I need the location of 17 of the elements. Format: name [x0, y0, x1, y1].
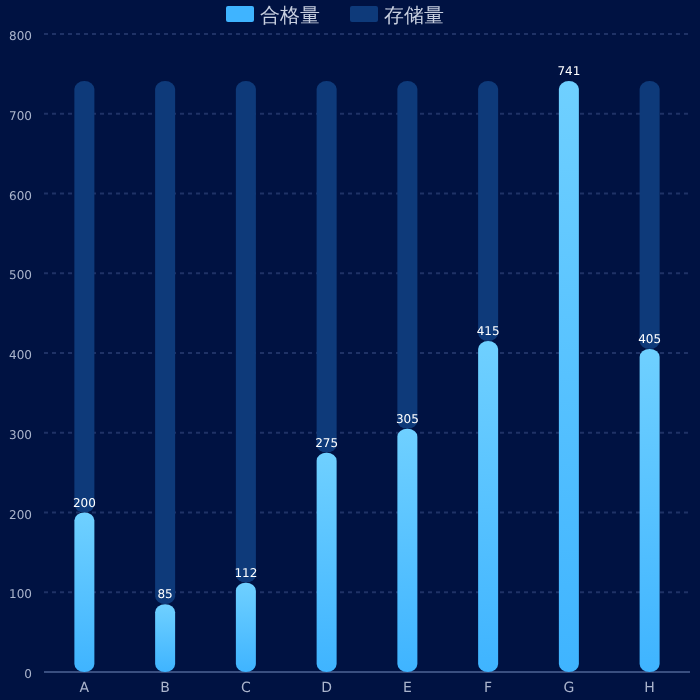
- bar: [478, 81, 499, 342]
- bar: [74, 512, 95, 672]
- bar: [397, 81, 418, 429]
- bar: [235, 582, 256, 672]
- bar: [316, 81, 337, 453]
- bar: [639, 81, 660, 350]
- bar: [155, 604, 176, 672]
- legend-label: 存储量: [384, 4, 444, 28]
- bar: [639, 349, 660, 672]
- bar: [74, 81, 95, 513]
- bar: [397, 428, 418, 672]
- bar: [478, 341, 499, 672]
- bar: [235, 81, 256, 583]
- legend-label: 合格量: [260, 4, 320, 28]
- bar: [558, 81, 579, 672]
- bar: [155, 81, 176, 605]
- bar: [316, 452, 337, 672]
